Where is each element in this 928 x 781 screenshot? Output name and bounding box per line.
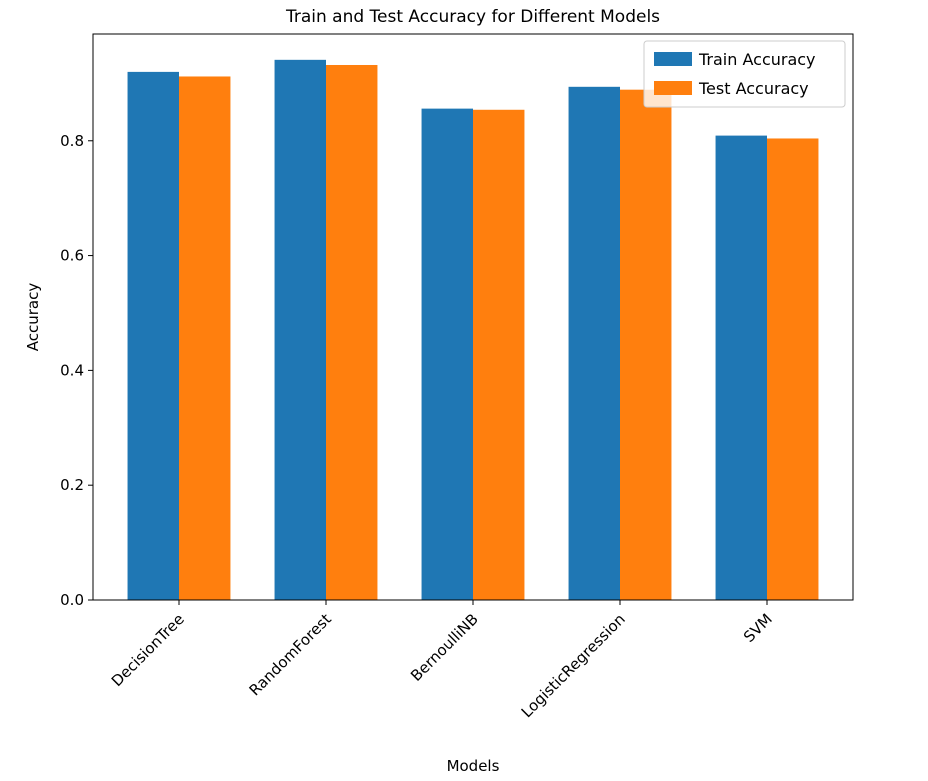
y-tick-label: 0.2: [60, 476, 84, 494]
x-axis: DecisionTree RandomForest BernoulliNB Logis…: [108, 600, 776, 721]
legend-label-test: Test Accuracy: [698, 79, 809, 98]
legend: Train Accuracy Test Accuracy: [643, 40, 846, 108]
y-tick-label: 0.6: [60, 247, 84, 265]
y-axis-label: Accuracy: [24, 283, 42, 352]
chart-title: Train and Test Accuracy for Different Mo…: [285, 7, 660, 27]
bar-test-bernoullinb: [473, 109, 525, 600]
bar-train-logisticregression: [568, 86, 621, 601]
x-tick-label: LogisticRegression: [518, 610, 629, 721]
x-tick-label: SVM: [740, 610, 776, 646]
bar-test-svm: [767, 138, 819, 600]
bar-train-svm: [715, 135, 768, 600]
y-tick-label: 0.0: [60, 591, 84, 609]
bar-test-randomforest: [325, 64, 378, 600]
legend-box: [643, 40, 846, 108]
legend-swatch-test: [654, 81, 692, 95]
x-tick-label: BernoulliNB: [407, 610, 482, 685]
bar-train-decisiontree: [127, 71, 179, 600]
x-axis-label: Models: [447, 757, 500, 775]
legend-swatch-train: [654, 52, 692, 66]
y-axis: 0.0 0.2 0.4 0.6 0.8: [60, 132, 93, 609]
x-tick-label: DecisionTree: [108, 610, 188, 690]
x-tick-label: RandomForest: [246, 610, 335, 699]
bar-train-randomforest: [274, 59, 326, 600]
bar-test-decisiontree: [178, 76, 231, 600]
y-tick-label: 0.4: [60, 361, 84, 379]
bar-test-logisticregression: [620, 89, 672, 600]
bar-train-bernoullinb: [421, 108, 473, 600]
legend-label-train: Train Accuracy: [698, 50, 816, 69]
bars-group: [127, 59, 819, 601]
y-tick-label: 0.8: [60, 132, 84, 150]
